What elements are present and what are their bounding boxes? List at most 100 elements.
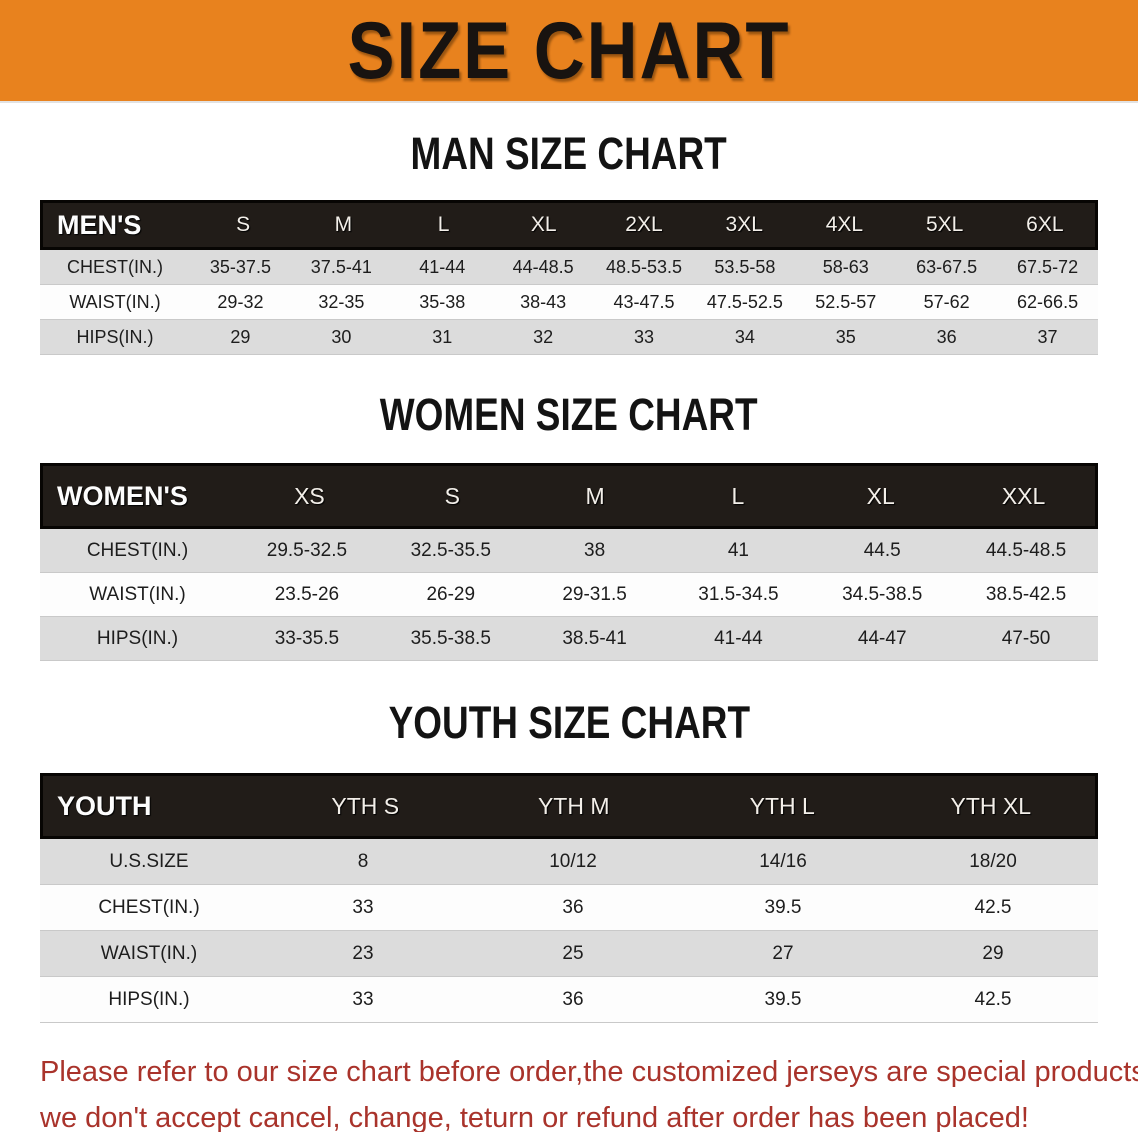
table-row: HIPS(IN.) 33 36 39.5 42.5 [40,977,1098,1023]
measurement-value-cell: 37 [1037,326,1058,347]
table-row: U.S.SIZE 8 10/12 14/16 18/20 [40,839,1098,885]
measurement-value-cell: 67.5-72 [1017,256,1079,277]
measurement-value-cell: 63-67.5 [916,256,978,277]
measurement-label: CHEST(IN.) [86,539,189,561]
measurement-value-cell: 44-47 [857,627,907,649]
table-row: CHEST(IN.) 29.5-32.5 32.5-35.5 38 41 44.5 44.5… [40,529,1098,573]
column-header: L [437,213,450,236]
column-header: XL [866,482,895,509]
measurement-value-cell: 36 [562,896,584,918]
order-disclaimer: Please refer to our size chart before or… [40,1049,1138,1132]
measurement-value-cell: 39.5 [764,988,802,1010]
measurement-value-cell: 8 [357,850,369,872]
measurement-value-cell: 10/12 [549,850,597,872]
measurement-value-cell: 44.5 [863,539,901,561]
measurement-value-cell: 23 [352,942,374,964]
measurement-label: U.S.SIZE [109,850,189,872]
measurement-value-cell: 42.5 [974,896,1012,918]
women-section-heading: WOMEN SIZE CHART [0,355,1138,463]
measurement-value-cell: 18/20 [969,850,1017,872]
measurement-value-cell: 47-50 [1001,627,1051,649]
measurement-value-cell: 35.5-38.5 [410,627,491,649]
disclaimer-line-2: we don't accept cancel, change, teturn o… [40,1102,1029,1132]
measurement-value-cell: 34.5-38.5 [842,583,923,605]
measurement-value-cell: 38-43 [520,291,567,312]
measurement-value-cell: 29 [982,942,1004,964]
measurement-value-cell: 29 [230,326,251,347]
table-header-row: MEN'S S M L XL 2XL 3XL 4XL 5XL 6XL [40,200,1098,250]
table-header-row: WOMEN'S XS S M L XL XXL [40,463,1098,529]
measurement-value-cell: 41 [727,539,749,561]
measurement-value-cell: 36 [562,988,584,1010]
measurement-value-cell: 35-37.5 [209,256,271,277]
measurement-value-cell: 35 [835,326,856,347]
measurement-value-cell: 39.5 [764,896,802,918]
column-header: YTH XL [950,792,1032,819]
measurement-value-cell: 36 [936,326,957,347]
measurement-label: HIPS(IN.) [96,627,179,649]
measurement-value-cell: 37.5-41 [310,256,372,277]
measurement-value-cell: 53.5-58 [714,256,776,277]
youth-size-table: YOUTH YTH S YTH M YTH L YTH XL U.S.SIZE 8 10/12… [40,773,1098,1023]
column-header: S [236,213,251,236]
column-header: XXL [1001,482,1046,509]
youth-section-heading: YOUTH SIZE CHART [0,661,1138,773]
measurement-value-cell: 38.5-42.5 [985,583,1067,605]
table-header-row: YOUTH YTH S YTH M YTH L YTH XL [40,773,1098,839]
measurement-value-cell: 25 [562,942,584,964]
measurement-value-cell: 42.5 [974,988,1012,1010]
disclaimer-line-1: Please refer to our size chart before or… [40,1056,1138,1088]
measurement-label: CHEST(IN.) [98,896,200,918]
measurement-value-cell: 44.5-48.5 [985,539,1067,561]
measurement-value-cell: 35-38 [419,291,466,312]
measurement-value-cell: 41-44 [419,256,466,277]
table-header-label: YOUTH [57,790,152,821]
table-row: HIPS(IN.) 33-35.5 35.5-38.5 38.5-41 41-44 44-… [40,617,1098,661]
measurement-label: WAIST(IN.) [69,291,161,312]
column-header: XL [530,213,557,236]
women-section-heading-text: WOMEN SIZE CHART [380,389,758,440]
table-row: WAIST(IN.) 23 25 27 29 [40,931,1098,977]
measurement-value-cell: 31.5-34.5 [698,583,779,605]
men-size-table: MEN'S S M L XL 2XL 3XL 4XL 5XL 6XL CHEST(IN.) 35-37… [40,200,1098,355]
measurement-value-cell: 29-31.5 [562,583,627,605]
table-header-label: MEN'S [57,209,142,240]
measurement-value-cell: 33 [633,326,655,347]
women-size-table: WOMEN'S XS S M L XL XXL CHEST(IN.) 29.5-32.5 32.5… [40,463,1098,661]
measurement-value-cell: 48.5-53.5 [605,256,683,277]
measurement-value-cell: 26-29 [426,583,476,605]
column-header: YTH S [331,792,400,819]
column-header: 5XL [925,213,964,236]
men-section-heading-text: MAN SIZE CHART [410,128,728,179]
column-header: M [585,482,605,509]
measurement-value-cell: 31 [432,326,453,347]
measurement-value-cell: 33 [352,896,374,918]
measurement-label: HIPS(IN.) [76,326,154,347]
column-header: 3XL [725,213,763,236]
measurement-value-cell: 43-47.5 [613,291,675,312]
column-header: L [731,482,745,509]
measurement-value-cell: 47.5-52.5 [706,291,783,312]
measurement-label: WAIST(IN.) [89,583,186,605]
measurement-value-cell: 44-48.5 [512,256,574,277]
column-header: 2XL [625,213,663,236]
measurement-value-cell: 30 [331,326,352,347]
men-section-heading: MAN SIZE CHART [0,103,1138,200]
measurement-value-cell: 27 [772,942,794,964]
column-header: S [444,482,460,509]
measurement-value-cell: 57-62 [923,291,970,312]
column-header: M [334,213,353,236]
measurement-value-cell: 41-44 [714,627,763,649]
measurement-value-cell: 38 [584,539,606,561]
measurement-value-cell: 14/16 [759,850,807,872]
measurement-value-cell: 23.5-26 [274,583,340,605]
table-row: CHEST(IN.) 35-37.5 37.5-41 41-44 44-48.5 48.5… [40,250,1098,285]
table-row: WAIST(IN.) 29-32 32-35 35-38 38-43 43-47.5 47.… [40,285,1098,320]
table-row: HIPS(IN.) 29 30 31 32 33 34 35 36 37 [40,320,1098,355]
measurement-value-cell: 58-63 [822,256,869,277]
measurement-value-cell: 33-35.5 [274,627,340,649]
measurement-value-cell: 32 [533,326,554,347]
measurement-value-cell: 34 [734,326,755,347]
measurement-value-cell: 62-66.5 [1017,291,1079,312]
